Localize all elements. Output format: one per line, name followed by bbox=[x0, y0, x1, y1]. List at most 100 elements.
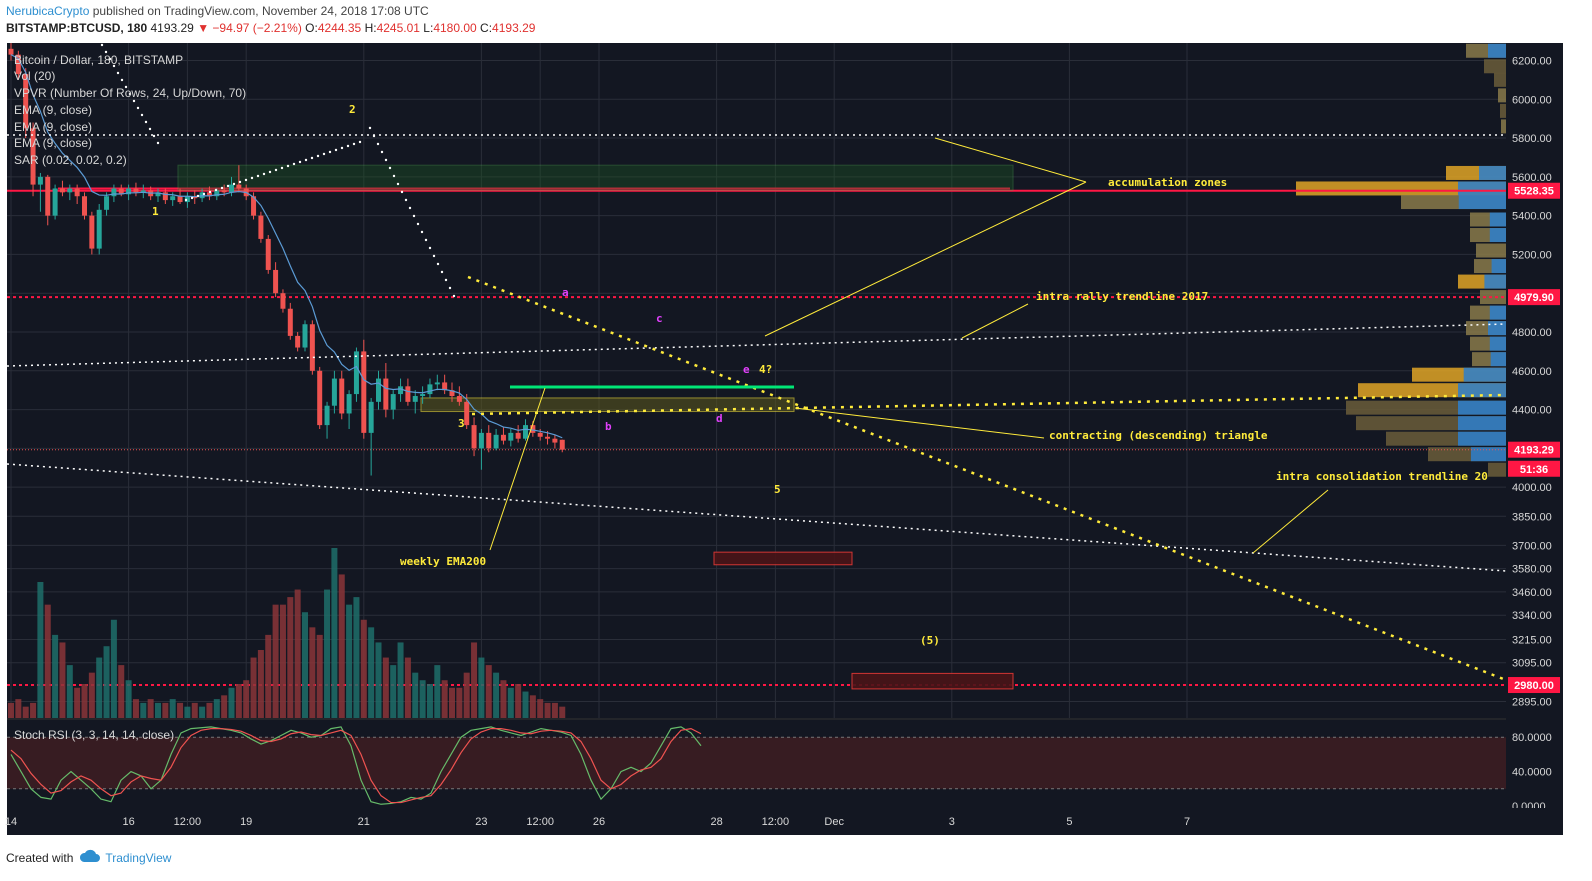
sar-dot bbox=[120, 78, 124, 82]
vpvr-bar-up bbox=[1484, 274, 1506, 289]
volume-bar bbox=[485, 665, 492, 718]
candle-body bbox=[177, 196, 183, 203]
sar-dot bbox=[196, 194, 200, 198]
price-tags: 5528.35 4979.90 4193.29 51:36 2980.00 bbox=[1508, 182, 1560, 694]
vpvr-bar bbox=[1296, 181, 1506, 196]
candle-body bbox=[412, 396, 418, 402]
price-tick-label: 3340.00 bbox=[1512, 610, 1552, 622]
volume-bar bbox=[206, 702, 213, 718]
vpvr-bar-up bbox=[1458, 383, 1506, 398]
volume-bar bbox=[213, 699, 220, 718]
high-value: 4245.01 bbox=[376, 21, 420, 35]
candle-body bbox=[258, 215, 264, 239]
candle-body bbox=[324, 405, 330, 426]
sar-dot bbox=[116, 71, 120, 75]
candle-body bbox=[37, 176, 43, 185]
legend-ema-1[interactable]: EMA (9, close) bbox=[14, 103, 92, 117]
candle-body bbox=[74, 188, 80, 197]
label-intra-rally-trendline: intra rally trendline 2017 bbox=[1036, 290, 1208, 303]
sar-dot bbox=[396, 182, 400, 186]
candle-body bbox=[331, 378, 337, 406]
legend-volume[interactable]: Vol (20) bbox=[14, 69, 55, 83]
footer: Created with TradingView bbox=[6, 849, 171, 866]
volume-bar bbox=[250, 657, 257, 718]
volume-bar bbox=[309, 627, 316, 718]
volume-bar bbox=[426, 684, 433, 718]
time-axis-bg bbox=[7, 808, 1563, 835]
volume-bar bbox=[235, 684, 242, 718]
legend-symbol[interactable]: Bitcoin / Dollar, 180, BITSTAMP bbox=[14, 53, 183, 67]
price-tag-bg bbox=[1508, 289, 1560, 306]
sar-dot bbox=[448, 286, 452, 290]
volume-bar bbox=[265, 634, 272, 718]
candle-body bbox=[339, 378, 345, 414]
volume-bar bbox=[162, 702, 169, 718]
volume-bar bbox=[493, 672, 500, 718]
candle-body bbox=[280, 293, 286, 309]
sar-dot bbox=[444, 278, 448, 282]
sar-dot bbox=[220, 186, 224, 190]
wave-c: c bbox=[656, 312, 663, 325]
volume-bar bbox=[434, 665, 441, 718]
candle-body bbox=[273, 269, 279, 294]
legend-ema-2[interactable]: EMA (9, close) bbox=[14, 120, 92, 134]
vpvr-bar-up bbox=[1488, 321, 1506, 336]
volume-bars bbox=[8, 548, 566, 718]
stoch-k-line bbox=[10, 726, 702, 805]
vpvr-bar bbox=[1480, 290, 1506, 305]
candle-body bbox=[309, 324, 315, 371]
candle-body bbox=[478, 432, 484, 449]
sar-dot bbox=[404, 198, 408, 202]
sar-dot bbox=[202, 192, 206, 196]
volume-bar bbox=[110, 619, 117, 718]
sar-dot bbox=[214, 188, 218, 192]
pointer-weekly-ema200 bbox=[489, 387, 546, 551]
volume-bar bbox=[287, 597, 294, 718]
vpvr-bar bbox=[1500, 103, 1506, 118]
candle-body bbox=[434, 382, 440, 385]
price-tag-bg bbox=[1508, 182, 1560, 199]
candle-body bbox=[420, 394, 426, 397]
sar-dot bbox=[112, 64, 116, 68]
vpvr-bar bbox=[1501, 119, 1506, 134]
candle-body bbox=[508, 432, 514, 441]
pointer-intra-rally bbox=[961, 303, 1029, 339]
candle-body bbox=[162, 192, 168, 201]
sar-dot bbox=[412, 214, 416, 218]
sar-dot bbox=[372, 134, 376, 138]
zones bbox=[177, 164, 1014, 690]
stoch-band bbox=[7, 737, 1506, 789]
sar-dot bbox=[250, 176, 254, 180]
candle-body bbox=[8, 48, 14, 55]
volume-bar bbox=[449, 687, 455, 718]
candle-body bbox=[214, 190, 220, 197]
price-tick-label: 5600.00 bbox=[1512, 172, 1552, 184]
price-tick-label: 4600.00 bbox=[1512, 366, 1552, 378]
legend-stoch-rsi[interactable]: Stoch RSI (3, 3, 14, 14, close) bbox=[14, 728, 174, 742]
time-tick-label: 21 bbox=[358, 816, 370, 828]
sar-dot bbox=[304, 158, 308, 162]
legend-sar[interactable]: SAR (0.02, 0.02, 0.2) bbox=[14, 153, 127, 167]
wave-5-alt: (5) bbox=[920, 634, 940, 647]
sar-dot bbox=[280, 166, 284, 170]
vpvr-bar bbox=[1476, 243, 1506, 258]
pointer-triangle bbox=[794, 407, 1045, 439]
sar-dot bbox=[226, 184, 230, 188]
candle-body bbox=[96, 209, 102, 249]
author-link[interactable]: NerubicaCrypto bbox=[6, 4, 90, 18]
sar-dot bbox=[316, 154, 320, 158]
tradingview-link[interactable]: TradingView bbox=[79, 849, 171, 866]
low-label: L: bbox=[423, 21, 434, 35]
sar-dot bbox=[388, 166, 392, 170]
price-tag-bg bbox=[1508, 441, 1560, 458]
candle-body bbox=[530, 425, 536, 433]
legend-vpvr[interactable]: VPVR (Number Of Rows, 24, Up/Down, 70) bbox=[14, 86, 246, 100]
open-label: O: bbox=[305, 21, 318, 35]
created-with-label: Created with bbox=[6, 850, 74, 865]
candle-body bbox=[353, 351, 359, 395]
legend-ema-3[interactable]: EMA (9, close) bbox=[14, 136, 92, 150]
volume-bar bbox=[456, 687, 463, 718]
price-tick-label: 5800.00 bbox=[1512, 133, 1552, 145]
candle-body bbox=[456, 396, 462, 402]
